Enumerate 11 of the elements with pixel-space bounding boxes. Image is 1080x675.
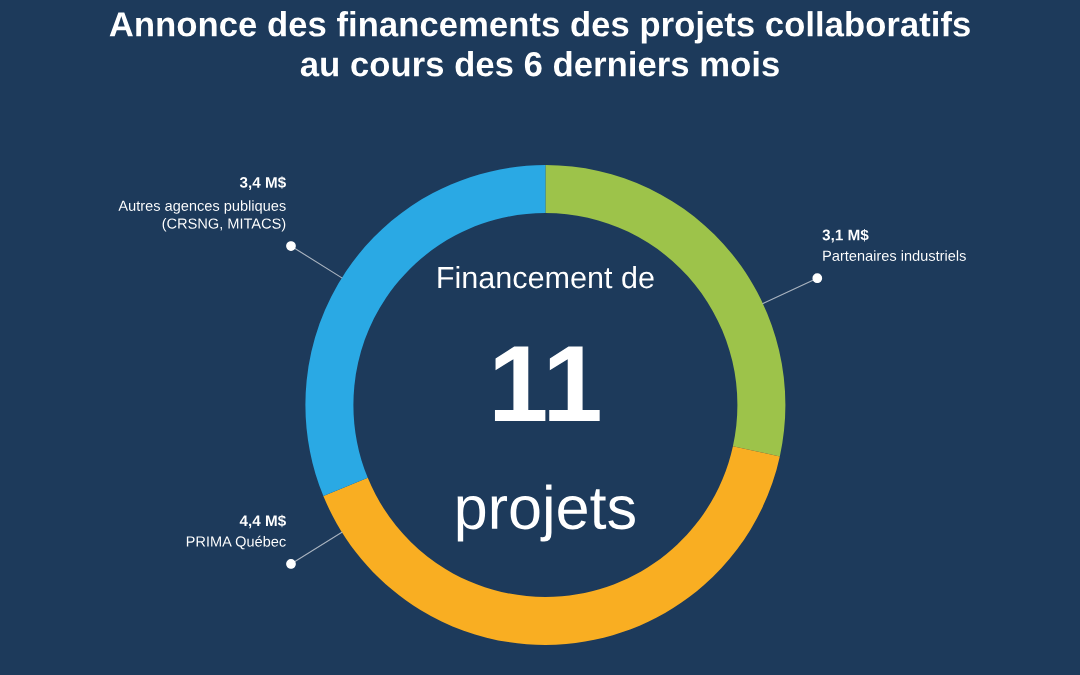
text: Financement de <box>438 265 654 289</box>
donut-slice <box>323 446 780 645</box>
data-label: 3,1 M$ <box>822 228 869 243</box>
chart-title: Annonce des financements des projets collaboratifs au cours des 6 derniers mois <box>109 11 970 77</box>
text: 11 <box>494 346 600 422</box>
data-label: 3,4 M$ <box>239 176 286 191</box>
slice-label: Partenaires industriels <box>823 250 966 261</box>
slice-label: PRIMA Québec <box>186 535 286 550</box>
slice-label: Autres agences publiques (CRSNG, MITACS) <box>118 200 286 232</box>
data-label: 4,4 M$ <box>239 514 286 529</box>
text: projets <box>457 484 635 542</box>
